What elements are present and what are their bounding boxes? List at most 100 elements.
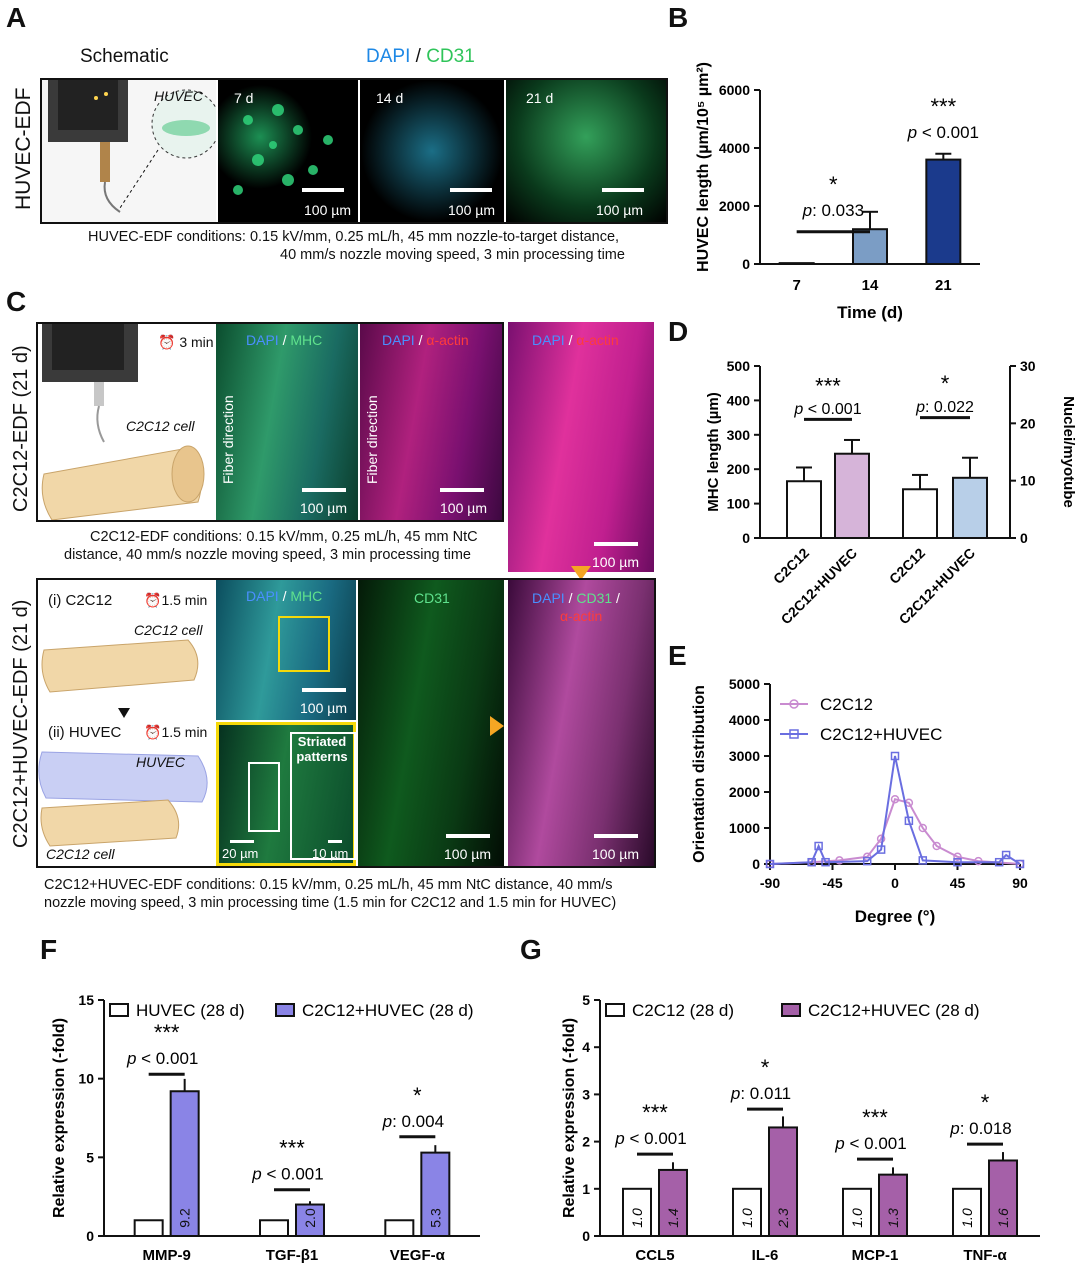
x-tick-label: 14 bbox=[862, 277, 879, 294]
right-y-axis-label: Nuclei/myotube bbox=[1060, 396, 1077, 508]
legend-label: C2C12 bbox=[820, 695, 873, 714]
dapi-actin-label: DAPI / α-actin bbox=[532, 332, 619, 348]
legend-label: C2C12+HUVEC (28 d) bbox=[808, 1001, 980, 1020]
stain-legend-a: DAPI / CD31 bbox=[366, 46, 475, 68]
p-value: p < 0.001 bbox=[793, 401, 861, 418]
y-tick-label: 200 bbox=[727, 461, 751, 477]
value-label: 2.0 bbox=[302, 1208, 318, 1228]
scale-label: 100 µm bbox=[444, 846, 491, 862]
data-point bbox=[876, 845, 886, 854]
significance-stars: * bbox=[981, 1090, 990, 1115]
bar bbox=[384, 1219, 415, 1237]
scale-label: 100 µm bbox=[440, 500, 487, 516]
dapi-text: DAPI bbox=[246, 332, 279, 348]
time-1-5min-a: 1.5 min bbox=[161, 592, 208, 608]
dapi-text: DAPI bbox=[382, 332, 415, 348]
scale-bar bbox=[594, 834, 638, 838]
x-tick-label: 21 bbox=[935, 277, 952, 294]
arrow-right-icon bbox=[490, 716, 504, 736]
micrograph-c2c12-actin: DAPI / α-actin Fiber direction 100 µm bbox=[360, 324, 502, 520]
scale-label: 100 µm bbox=[304, 202, 351, 218]
x-tick-label: 7 bbox=[792, 277, 800, 294]
time-3min-label: 3 min bbox=[179, 334, 214, 350]
scale-label-20: 20 µm bbox=[222, 846, 259, 861]
scale-label: 100 µm bbox=[300, 500, 347, 516]
significance-stars: *** bbox=[930, 94, 956, 119]
scale-bar bbox=[302, 188, 344, 192]
data-point bbox=[765, 859, 775, 869]
legend-swatch bbox=[109, 1003, 129, 1017]
actin-text: α-actin bbox=[560, 608, 603, 624]
panel-letter-g: G bbox=[520, 934, 542, 965]
data-point bbox=[994, 857, 1004, 867]
day-label-14: 14 d bbox=[376, 90, 404, 106]
left-y-axis-label: MHC length (µm) bbox=[705, 392, 722, 511]
legend-swatch bbox=[275, 1003, 295, 1017]
significance-stars: *** bbox=[815, 374, 841, 399]
y-tick-label: 5 bbox=[86, 1149, 94, 1165]
legend-label: C2C12 (28 d) bbox=[632, 1001, 734, 1020]
y-tick-label: 500 bbox=[727, 358, 751, 374]
scale-label: 100 µm bbox=[592, 554, 639, 570]
x-tick-label: IL-6 bbox=[752, 1247, 779, 1264]
y-axis-label: Orientation distribution bbox=[691, 685, 708, 863]
significance-stars: * bbox=[761, 1055, 770, 1080]
huvec-schematic: HUVEC bbox=[42, 80, 216, 222]
y-tick-label: 5 bbox=[582, 992, 590, 1008]
arrow-down-icon bbox=[571, 566, 591, 580]
y-tick-label: 2000 bbox=[719, 198, 750, 214]
conditions-a-line2: 40 mm/s nozzle moving speed, 3 min proce… bbox=[280, 247, 625, 263]
bar bbox=[133, 1219, 164, 1237]
row-label-c2c12-huvec-edf: C2C12+HUVEC-EDF (21 d) bbox=[10, 599, 32, 848]
dapi-label: DAPI bbox=[366, 46, 411, 67]
legend-label: C2C12+HUVEC bbox=[820, 725, 942, 744]
scale-label: 100 µm bbox=[596, 202, 643, 218]
fiber-direction-label: Fiber direction bbox=[364, 395, 380, 484]
x-tick-label: MCP-1 bbox=[852, 1247, 899, 1264]
bar bbox=[952, 1187, 982, 1238]
y-tick-label: 10 bbox=[78, 1071, 94, 1087]
value-label: 1.0 bbox=[739, 1208, 755, 1228]
data-point bbox=[918, 856, 928, 865]
y-tick-label: 0 bbox=[742, 530, 750, 546]
y-tick-label: 5000 bbox=[729, 676, 760, 692]
x-tick-label: TNF-α bbox=[963, 1247, 1007, 1264]
y-axis-label: HUVEC length (µm/10⁵ µm²) bbox=[695, 62, 712, 272]
legend-marker bbox=[789, 729, 799, 739]
c2c12-schematic: ⏰ 3 min C2C12 cell bbox=[38, 324, 214, 520]
panel-c-top-frame bbox=[36, 322, 504, 522]
p-value: p < 0.001 bbox=[834, 1134, 906, 1153]
micrograph-co-merged: DAPI / CD31 / α-actin 100 µm bbox=[508, 580, 654, 866]
micrograph-co-cd31: CD31 100 µm bbox=[358, 580, 504, 866]
p-value: p: 0.033 bbox=[802, 201, 864, 220]
chart-b: 0 2000 4000 6000 7 14 21 Time (d) HUVEC length (… bbox=[695, 62, 980, 322]
c2c12-cell-label: C2C12 cell bbox=[126, 418, 195, 434]
bar bbox=[658, 1168, 688, 1237]
data-point bbox=[821, 857, 830, 867]
mhc-text: MHC bbox=[290, 588, 323, 604]
legend-marker bbox=[789, 699, 799, 709]
value-label: 1.3 bbox=[885, 1208, 901, 1228]
bar bbox=[902, 488, 938, 539]
cd31-text: CD31 bbox=[414, 590, 450, 606]
p-value: p: 0.018 bbox=[949, 1119, 1011, 1138]
y-tick-label: 1000 bbox=[729, 820, 760, 836]
value-label: 2.3 bbox=[775, 1208, 791, 1229]
y-tick-label: 2000 bbox=[729, 784, 760, 800]
scale-bar bbox=[302, 488, 346, 492]
data-point bbox=[918, 823, 928, 833]
panel-a-frame bbox=[40, 78, 668, 224]
scale-bar bbox=[450, 188, 492, 192]
panel-letter-e: E bbox=[668, 640, 687, 671]
huvec-label: HUVEC bbox=[136, 754, 186, 770]
bar bbox=[732, 1187, 762, 1238]
schematic-title: Schematic bbox=[80, 46, 169, 67]
dapi-text: DAPI bbox=[532, 590, 565, 606]
x-axis-label: Degree (°) bbox=[855, 907, 935, 926]
p-value: p: 0.004 bbox=[382, 1112, 444, 1131]
bar bbox=[925, 158, 962, 266]
bar bbox=[786, 480, 822, 540]
conditions-c2-line1: C2C12+HUVEC-EDF conditions: 0.15 kV/mm, … bbox=[44, 877, 613, 893]
bar bbox=[852, 228, 888, 265]
data-point bbox=[953, 857, 962, 867]
